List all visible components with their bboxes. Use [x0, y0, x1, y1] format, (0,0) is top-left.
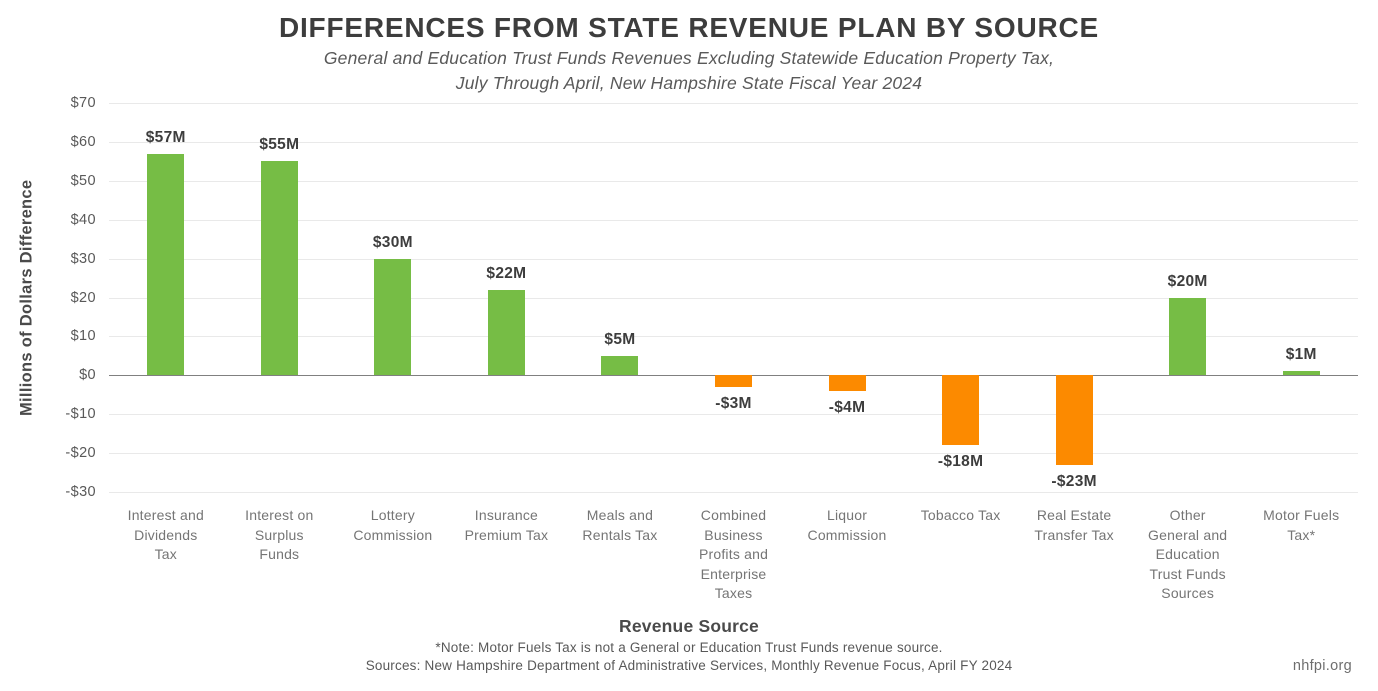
bar — [942, 375, 980, 446]
bar — [1282, 371, 1320, 376]
x-category-label: Lottery Commission — [353, 507, 433, 543]
gridline — [109, 492, 1358, 493]
y-tick-label: -$10 — [65, 406, 96, 423]
y-tick-label: $30 — [70, 250, 96, 267]
y-tick-label: $10 — [70, 328, 96, 345]
y-axis-ticks: $70 $60 $50 $40 $30 $20 $10 $0 -$10 -$20 -$30 — [0, 95, 96, 500]
bar-value-label: $5M — [604, 330, 636, 348]
bar-value-label: $57M — [145, 128, 186, 146]
bar-value-label: $20M — [1167, 272, 1208, 290]
gridline — [109, 258, 1358, 260]
x-category-label: Interest on Surplus Funds — [245, 507, 314, 562]
y-tick-label: $60 — [70, 133, 96, 150]
sources-line: Sources: New Hampshire Department of Adm… — [365, 658, 1013, 673]
bar — [147, 153, 185, 376]
gridline — [109, 336, 1358, 338]
y-tick-label: $0 — [79, 367, 96, 384]
bar-value-label: $30M — [372, 233, 413, 251]
x-category-label: Motor Fuels Tax* — [1263, 507, 1340, 543]
x-category-label: Real Estate Transfer Tax — [1034, 507, 1114, 543]
y-tick-label: $20 — [70, 289, 96, 306]
bar — [1169, 297, 1207, 376]
x-axis-title: Revenue Source — [619, 616, 759, 636]
y-tick-label: -$30 — [65, 484, 96, 500]
plot-area: $57M $55M $30M $22M $5M -$3M -$4M -$18M -$23M $20… — [109, 103, 1358, 493]
bar-value-label: $55M — [259, 136, 300, 154]
y-tick-label: $70 — [70, 95, 96, 111]
gridline — [109, 219, 1358, 221]
y-tick-label: $40 — [70, 211, 96, 228]
bar-value-label: $22M — [486, 264, 527, 282]
y-tick-label: $50 — [70, 172, 96, 189]
x-category-label: Insurance Premium Tax — [464, 507, 549, 543]
bar-value-label: -$4M — [828, 398, 866, 416]
gridline — [109, 414, 1358, 416]
bar — [374, 258, 412, 376]
bar — [1055, 375, 1093, 465]
bar-value-label: -$3M — [715, 394, 752, 412]
footnote: *Note: Motor Fuels Tax is not a General … — [435, 640, 943, 655]
chart-subtitle: General and Education Trust Funds Revenu… — [0, 46, 1378, 95]
x-category-label: Liquor Commission — [807, 507, 887, 543]
chart-title: DIFFERENCES FROM STATE REVENUE PLAN BY S… — [278, 12, 1100, 43]
x-category-label: Combined Business Profits and Enterprise… — [698, 507, 769, 601]
x-category-label: Meals and Rentals Tax — [582, 507, 658, 543]
bar — [260, 161, 298, 376]
bar — [601, 355, 639, 376]
website-link: nhfpi.org — [1292, 658, 1352, 674]
y-tick-label: -$20 — [65, 445, 96, 462]
bar-value-label: -$18M — [937, 453, 984, 471]
chart-subtitle-line2: July Through April, New Hampshire State … — [455, 72, 923, 93]
gridline — [109, 180, 1358, 182]
gridline — [109, 297, 1358, 299]
chart-subtitle-line1: General and Education Trust Funds Revenu… — [323, 48, 1055, 68]
gridline — [109, 103, 1358, 104]
x-category-label: Tobacco Tax — [920, 507, 1001, 523]
bar — [487, 289, 525, 376]
x-axis-labels: Interest and Dividends Tax Interest on Su… — [109, 506, 1358, 618]
bar — [715, 375, 752, 387]
bar — [828, 375, 866, 391]
bar-value-label: $1M — [1285, 346, 1317, 364]
bar-value-label: -$23M — [1051, 472, 1097, 490]
x-category-label: Interest and Dividends Tax — [127, 507, 204, 562]
x-category-label: Other General and Education Trust Funds … — [1148, 507, 1228, 601]
gridline — [109, 453, 1358, 455]
gridline — [109, 141, 1358, 143]
